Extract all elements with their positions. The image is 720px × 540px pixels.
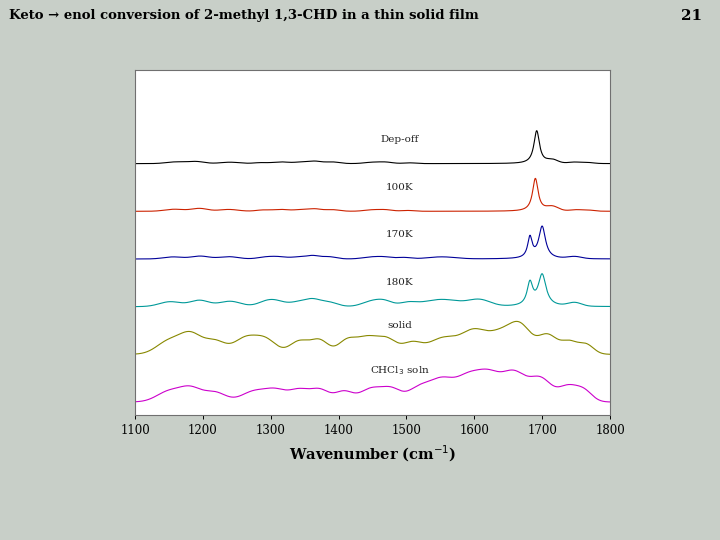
X-axis label: Wavenumber (cm$^{-1}$): Wavenumber (cm$^{-1}$)	[289, 444, 456, 464]
Text: 100K: 100K	[386, 183, 413, 192]
Text: CHCl$_3$ soln: CHCl$_3$ soln	[369, 364, 430, 377]
Text: 21: 21	[681, 9, 702, 23]
Text: Dep-off: Dep-off	[380, 135, 419, 144]
Text: 180K: 180K	[386, 278, 413, 287]
Text: Keto → enol conversion of 2-methyl 1,3-CHD in a thin solid film: Keto → enol conversion of 2-methyl 1,3-C…	[9, 9, 478, 22]
Text: solid: solid	[387, 321, 412, 329]
Text: 170K: 170K	[386, 230, 413, 239]
